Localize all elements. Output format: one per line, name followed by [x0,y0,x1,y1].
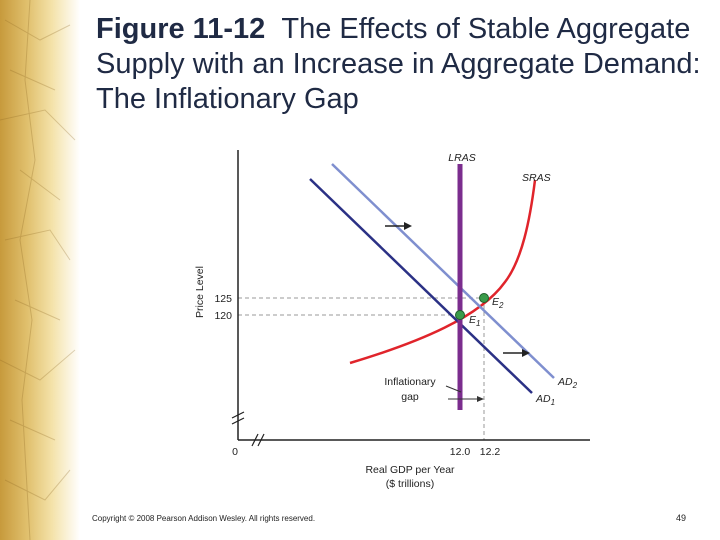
lras-label: LRAS [448,152,475,164]
equilibrium-point-e2 [479,293,489,303]
ad1-label: AD1 [535,393,555,407]
slide-title: Figure 11-12 The Effects of Stable Aggre… [96,12,706,117]
y-axis-label: Price Level [194,266,206,318]
decorative-map-pattern [0,0,76,540]
equilibrium-point-e1 [455,310,465,320]
sras-curve [349,179,537,365]
inflationary-gap-pointer [445,385,484,402]
ad1-label-main: AD [535,393,551,405]
e2-label-sub: 2 [498,301,504,310]
ad1-label-sub: 1 [551,398,555,407]
sras-label: SRAS [522,172,551,184]
y-tick-125: 125 [214,293,232,305]
ad2-label-sub: 2 [572,381,578,390]
x-tick-12-2: 12.2 [480,446,501,458]
footer-copyright: Copyright © 2008 Pearson Addison Wesley.… [92,514,316,523]
y-tick-120: 120 [214,310,232,322]
x-tick-12-0: 12.0 [450,446,471,458]
inflationary-gap-label-line2: gap [401,391,419,403]
x-axis-label-line2: ($ trillions) [386,478,434,490]
x-axis-break [251,433,265,447]
y-axis-break [231,411,245,425]
e2-label-main: E [492,296,500,308]
e1-label-sub: 1 [476,319,480,328]
footer-page-number: 49 [676,513,687,523]
shift-arrow-upper [385,222,412,230]
ad2-label-main: AD [557,376,573,388]
ad1-curve [309,178,533,394]
shift-arrow-lower [503,349,530,357]
origin-label: 0 [232,446,238,458]
e2-label: E2 [492,296,504,310]
e1-label: E1 [469,314,480,328]
ad2-curve [331,163,555,379]
inflationary-gap-label-line1: Inflationary [384,376,436,388]
figure-number: Figure 11-12 [96,13,266,45]
x-axis-label-line1: Real GDP per Year [365,464,455,476]
e1-label-main: E [469,314,477,326]
ad2-label: AD2 [557,376,578,390]
economics-graph: Price Level 125 120 0 12.0 12.2 Real GDP… [180,142,600,502]
decorative-side-band [0,0,80,540]
figure-title-text: The Effects of Stable Aggregate Supply w… [96,13,701,115]
